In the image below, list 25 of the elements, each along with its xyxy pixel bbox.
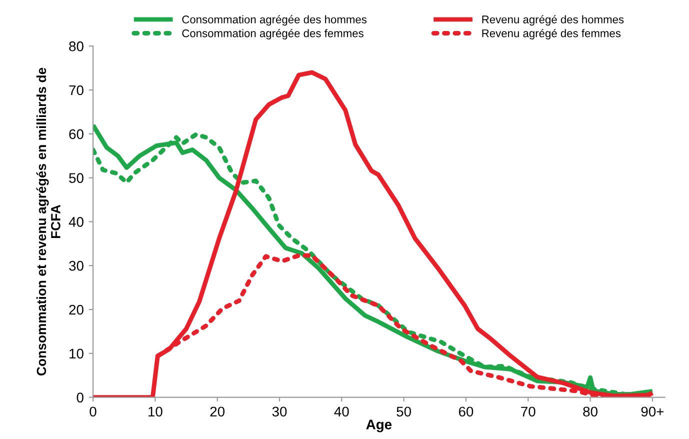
y-tick-label: 10 xyxy=(70,348,84,359)
x-tick-label: 10 xyxy=(148,406,162,417)
y-axis-title: Consommation et revenu agrégés en milliards de FCFA xyxy=(36,68,60,376)
y-tick-label: 20 xyxy=(69,304,84,315)
x-tick-label: 80 xyxy=(583,406,598,417)
x-tick-label: 70 xyxy=(521,406,536,417)
x-tick-label: 90+ xyxy=(641,406,664,417)
legend-label: Consommation agrégée des femmes xyxy=(182,28,364,40)
x-tick-label: 30 xyxy=(272,406,287,417)
legend-label: Revenu agrégé des femmes xyxy=(482,28,621,40)
y-tick-label: 50 xyxy=(69,173,84,183)
y-tick-label: 80 xyxy=(69,41,84,52)
x-axis-title: Age xyxy=(366,420,392,432)
legend-label: Revenu agrégé des hommes xyxy=(482,15,624,26)
x-tick-label: 20 xyxy=(210,406,225,417)
x-tick-label: 0 xyxy=(90,406,96,417)
x-tick-label: 50 xyxy=(396,406,411,417)
y-tick-label: 0 xyxy=(76,392,84,402)
x-tick-label: 60 xyxy=(458,406,474,417)
y-tick-label: 60 xyxy=(69,129,84,140)
y-tick-label: 30 xyxy=(69,260,84,271)
y-tick-label: 40 xyxy=(68,217,84,227)
x-tick-label: 40 xyxy=(334,406,349,417)
legend-label: Consommation agrégée des hommes xyxy=(182,15,367,26)
y-tick-label: 70 xyxy=(69,85,84,96)
